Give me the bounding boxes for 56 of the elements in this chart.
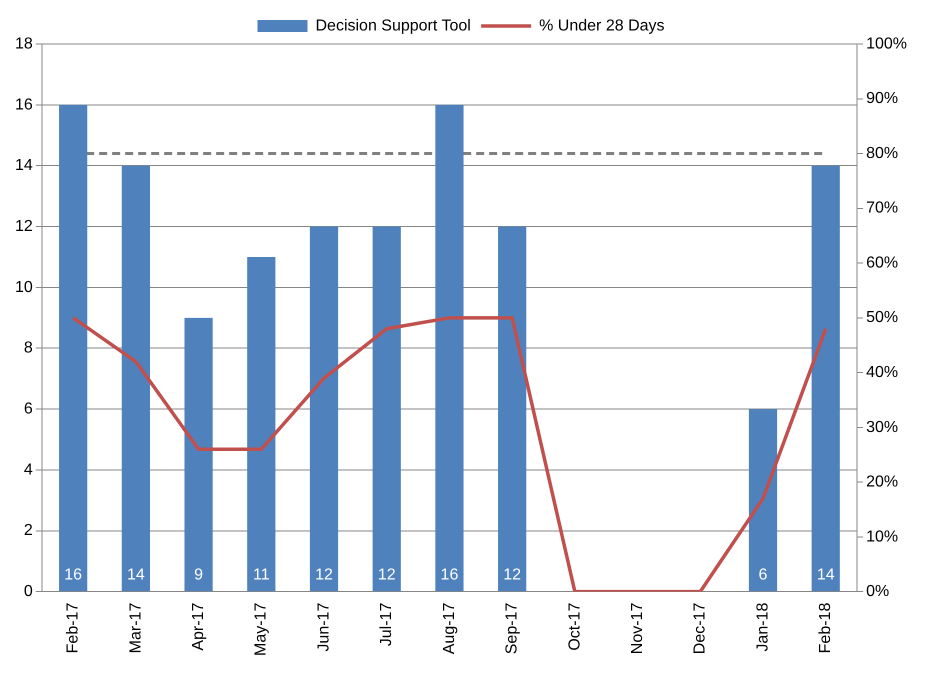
data-label: 12 <box>378 566 396 584</box>
y-tick-label: 6 <box>24 400 33 418</box>
bar <box>122 166 150 592</box>
y2-tick-label: 20% <box>866 474 898 491</box>
y-tick-label: 14 <box>15 157 33 174</box>
data-label: 11 <box>252 566 270 584</box>
y-tick-label: 2 <box>24 522 33 540</box>
y-tick-label: 12 <box>15 218 33 235</box>
bar <box>310 226 338 592</box>
x-tick-label: Oct-17 <box>566 602 584 651</box>
bar <box>498 226 526 592</box>
x-tick-label: Feb-17 <box>64 602 82 654</box>
y2-tick-label: 10% <box>866 528 898 546</box>
bar <box>59 104 88 592</box>
x-tick-label: Aug-17 <box>440 602 458 654</box>
x-tick-label: Sep-17 <box>504 602 521 654</box>
y2-tick-label: 40% <box>866 364 898 381</box>
bar <box>247 256 276 592</box>
x-tick-label: Feb-18 <box>817 602 834 654</box>
y-tick-label: 16 <box>15 96 33 114</box>
y2-tick-label: 100% <box>866 35 907 52</box>
bar <box>748 409 778 592</box>
y2-tick-label: 30% <box>866 418 898 436</box>
data-label: 16 <box>440 566 458 584</box>
bar <box>372 226 401 592</box>
y2-tick-label: 0% <box>866 583 890 600</box>
data-label: 12 <box>315 566 334 584</box>
data-label: 14 <box>816 566 835 584</box>
bar <box>812 166 840 592</box>
data-label: 9 <box>194 566 204 584</box>
y-tick-label: 10 <box>15 278 33 296</box>
legend-label: Decision Support Tool <box>315 17 471 34</box>
data-label: 16 <box>64 566 82 584</box>
y-tick-label: 4 <box>24 461 33 478</box>
x-tick-label: Mar-17 <box>127 602 144 654</box>
x-tick-label: Nov-17 <box>628 602 646 654</box>
data-label: 6 <box>758 566 768 584</box>
legend-label: % Under 28 Days <box>539 17 665 34</box>
y2-tick-label: 90% <box>866 90 898 108</box>
x-tick-label: Jun-17 <box>315 602 332 652</box>
y-tick-label: 18 <box>15 35 33 52</box>
y2-tick-label: 80% <box>866 144 898 162</box>
x-tick-label: Apr-17 <box>190 602 207 651</box>
y2-tick-label: 70% <box>866 200 898 217</box>
y-tick-label: 0 <box>24 583 33 600</box>
x-tick-label: Jul-17 <box>378 602 396 646</box>
y2-tick-label: 60% <box>866 254 898 272</box>
x-tick-label: Dec-17 <box>692 602 709 654</box>
y-tick-label: 8 <box>24 340 33 357</box>
data-label: 14 <box>126 566 145 584</box>
y2-tick-label: 50% <box>866 309 898 326</box>
data-label: 12 <box>503 566 522 584</box>
bar <box>435 104 464 592</box>
x-tick-label: Jan-18 <box>754 602 772 652</box>
bar <box>184 318 213 592</box>
x-tick-label: May-17 <box>252 602 270 656</box>
